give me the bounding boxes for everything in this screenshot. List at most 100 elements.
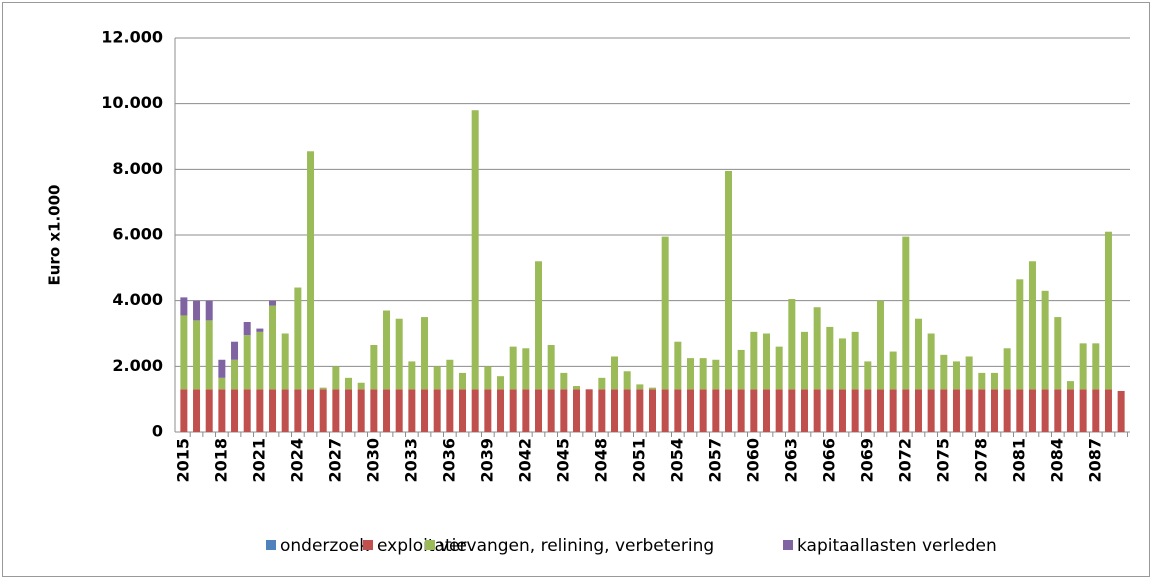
bar-segment [370,344,378,390]
bar-segment [737,349,745,390]
bar-segment [383,310,391,390]
bar-segment [535,389,543,432]
legend-label: onderzoek [280,536,369,556]
bar-segment [332,389,340,432]
y-tick-label: 4.000 [112,290,163,309]
x-tick-label: 2060 [743,438,762,483]
bar-segment [205,300,213,321]
bar-segment [876,389,884,432]
bar-segment [661,236,669,390]
bar-segment [180,315,188,390]
bar-segment [1028,389,1036,432]
bar-segment [750,389,758,432]
bar-segment [965,356,973,390]
bar-segment [965,389,973,432]
x-tick-label: 2042 [515,438,534,483]
x-tick-label: 2063 [781,438,800,483]
bar-segment [1003,389,1011,432]
bar-segment [459,389,467,432]
bar-segment [649,389,656,432]
bar-segment [813,389,821,432]
bar-segment [585,389,593,432]
bar-segment [788,389,796,432]
bar-segment [598,389,606,432]
bar-segment [864,389,872,432]
bar-segment [1092,343,1100,390]
y-tick-label: 12.000 [101,28,163,47]
bar-segment [813,307,821,390]
bar-segment [193,320,201,390]
bar-segment [345,377,353,390]
bar-segment [193,300,201,321]
bar-segment [180,389,188,432]
bar-segment [408,361,416,390]
bar-segment [294,287,302,390]
bar-segment [864,361,872,390]
x-tick-label: 2084 [1047,438,1066,483]
bar-segment [294,389,302,432]
bar-segment [1016,279,1024,390]
legend-swatch [783,540,793,550]
bar-segment [800,389,808,432]
bar-segment [395,318,403,390]
bar-segment [1104,389,1112,432]
bar-segment [573,389,581,432]
bar-segment [1079,343,1087,390]
x-tick-label: 2051 [629,438,648,483]
bar-segment [193,389,201,432]
bar-segment [927,389,935,432]
bar-segment [560,389,568,432]
x-tick-label: 2072 [895,438,914,483]
bar-segment [623,371,631,390]
x-tick-label: 2045 [553,438,572,483]
bar-segment [281,389,289,432]
bar-segment [218,377,226,390]
bar-segment [1003,348,1011,390]
bar-segment [509,346,517,390]
bar-segment [357,382,365,390]
bar-segment [231,359,239,390]
bar-segment [307,151,315,390]
bar-segment [674,341,682,390]
bar-segment [889,351,897,390]
bar-segment [535,261,543,390]
bar-segment [914,389,922,432]
bar-segment [940,389,948,432]
bar-segment [762,333,770,390]
bar-segment [902,389,910,432]
bar-segment [851,389,859,432]
bar-segment [256,331,264,390]
x-tick-label: 2087 [1085,438,1104,483]
bar-segment [775,346,783,390]
x-tick-label: 2033 [401,438,420,483]
bar-segment [649,387,656,390]
bar-segment [902,236,910,390]
bar-segment [990,372,998,390]
bar-segment [661,389,669,432]
bar-segment [421,317,429,390]
bar-segment [686,358,694,390]
bar-segment [686,389,694,432]
bar-segment [611,356,619,390]
bar-segment [573,386,581,390]
bar-segment [446,359,454,390]
x-tick-label: 2075 [933,438,952,483]
bar-segment [1092,389,1100,432]
x-tick-label: 2048 [591,438,610,483]
bar-segment [408,389,416,432]
legend-label: kapitaallasten verleden [797,536,997,556]
bar-segment [484,366,492,390]
bar-segment [927,333,935,390]
x-tick-label: 2030 [363,438,382,483]
bar-segment [952,389,960,432]
bar-segment [522,389,530,432]
y-tick-label: 0 [152,422,163,441]
bar-segment [1117,390,1125,432]
bar-segment [319,387,327,390]
bar-segment [788,299,796,390]
bar-segment [243,389,251,432]
bar-segment [1016,389,1024,432]
bar-segment [421,389,429,432]
bar-segment [497,376,505,390]
